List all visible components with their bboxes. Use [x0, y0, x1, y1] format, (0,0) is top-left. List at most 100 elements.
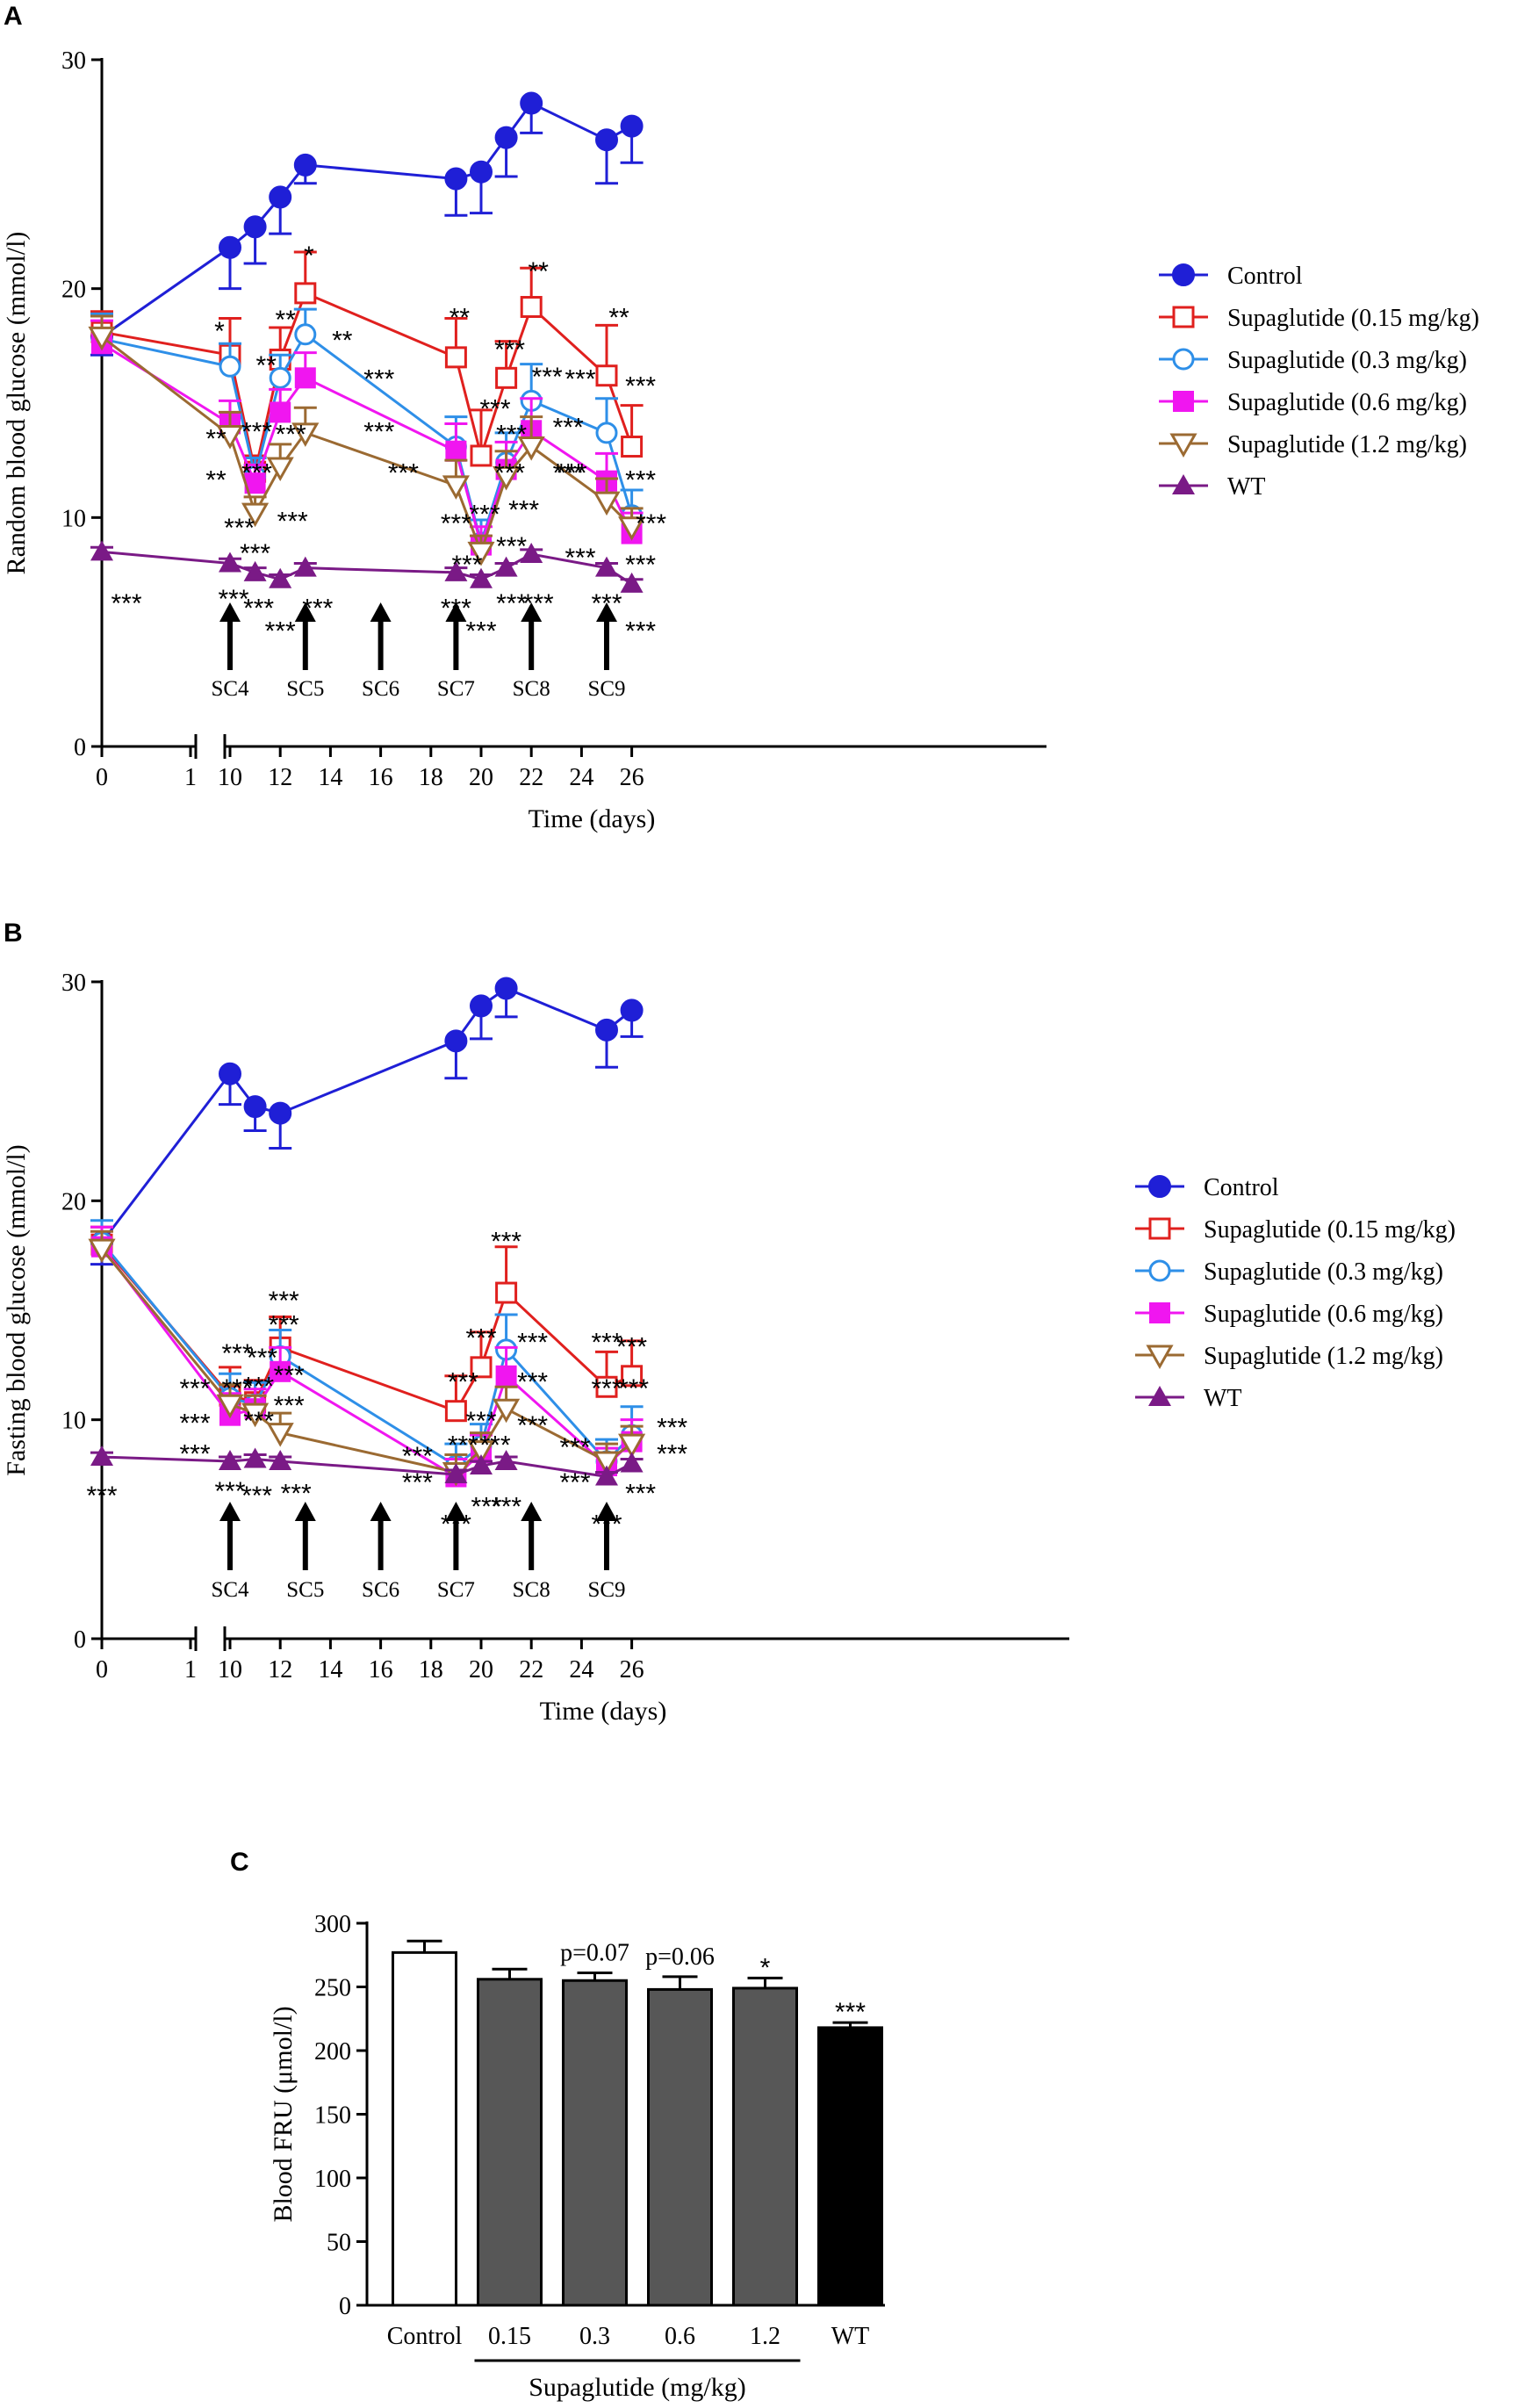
significance-marker: *** — [469, 501, 500, 530]
injection-label: SC5 — [286, 1578, 324, 1602]
x-axis-title: Time (days) — [529, 804, 656, 833]
legend-label: Supaglutide (0.15 mg/kg) — [1227, 305, 1479, 332]
significance-marker: ** — [332, 326, 353, 355]
significance-marker: *** — [559, 1468, 590, 1497]
series-line — [228, 431, 633, 556]
x-tick-label: 20 — [469, 764, 493, 791]
data-point — [620, 114, 644, 138]
data-point — [216, 424, 244, 450]
injection-arrow-head — [370, 1502, 392, 1521]
data-point — [595, 422, 618, 444]
data-point — [621, 1365, 644, 1388]
data-point — [495, 366, 518, 389]
data-point — [520, 543, 543, 564]
injection-label: SC7 — [437, 1578, 475, 1602]
data-point — [470, 160, 493, 184]
legend-marker — [1169, 433, 1197, 458]
data-point — [593, 491, 621, 516]
series-line — [101, 337, 231, 368]
significance-marker: *** — [402, 1442, 433, 1471]
data-point — [621, 436, 644, 458]
significance-marker: *** — [179, 1374, 210, 1403]
data-point — [294, 367, 316, 389]
data-point — [470, 444, 493, 467]
data-point — [241, 1402, 270, 1428]
x-tick-label: 22 — [519, 1656, 543, 1683]
y-tick-label: 20 — [61, 1188, 86, 1215]
x-tick-label: Control — [387, 2323, 463, 2350]
data-point — [269, 185, 292, 209]
panel-b-chart: 0 10 20 30 0 1 10 12 14 16 18 20 22 24 26 Time (days) Fa… — [2, 970, 1456, 1726]
data-point — [270, 1360, 291, 1382]
significance-marker: *** — [265, 616, 296, 645]
significance-marker: *** — [625, 551, 656, 580]
x-tick-label: 1 — [184, 764, 197, 791]
data-point — [444, 346, 467, 369]
x-tick-label: 0.15 — [488, 2323, 531, 2350]
injection-label: SC6 — [362, 677, 399, 701]
x-tick-label: 22 — [519, 764, 543, 791]
significance-marker: *** — [625, 372, 656, 401]
legend-label: Supaglutide (0.3 mg/kg) — [1227, 347, 1467, 374]
significance-marker: *** — [508, 495, 539, 524]
legend-marker — [1149, 1302, 1170, 1323]
y-tick-label: 250 — [314, 1975, 351, 2002]
significance-marker: *** — [618, 1374, 649, 1403]
x-tick-label: 12 — [268, 1656, 292, 1683]
data-point — [444, 560, 468, 581]
data-point — [243, 215, 267, 239]
legend-label: Control — [1204, 1174, 1279, 1201]
injection-label: SC5 — [286, 677, 324, 701]
data-point — [444, 1400, 467, 1423]
data-point — [219, 552, 241, 573]
data-point — [620, 1452, 644, 1473]
significance-marker: *** — [388, 459, 419, 488]
series-line — [100, 1248, 232, 1406]
data-point — [243, 1095, 267, 1119]
significance-marker: *** — [494, 335, 525, 364]
y-axis-title: Random blood glucose (mmol/l) — [2, 232, 31, 575]
significance-marker: *** — [86, 1482, 117, 1510]
injection-arrow-head — [596, 602, 617, 622]
injection-arrow-head — [294, 1502, 316, 1521]
data-point — [90, 1446, 113, 1467]
y-tick-label: 30 — [61, 970, 86, 997]
y-axis-title: Fasting blood glucose (mmol/l) — [2, 1144, 31, 1475]
y-tick-label: 0 — [339, 2293, 351, 2320]
significance-marker: *** — [491, 1228, 521, 1257]
significance-marker: *** — [243, 594, 274, 623]
x-axis-title: Supaglutide (mg/kg) — [529, 2373, 745, 2402]
x-tick-label: 1 — [184, 1656, 197, 1683]
significance-marker: *** — [636, 509, 666, 538]
data-point — [219, 1450, 241, 1471]
data-point — [495, 1281, 518, 1304]
significance-marker: *** — [441, 509, 471, 538]
data-point — [618, 516, 646, 541]
x-tick-label: 24 — [569, 764, 593, 791]
data-point — [517, 436, 545, 461]
data-point — [494, 556, 518, 577]
x-tick-label: 0 — [96, 764, 108, 791]
injection-arrow-head — [219, 1502, 241, 1521]
significance-marker: ** — [608, 303, 629, 332]
panel-c-chart: 0 50 100 150 200 250 300 Control 0.15 0.3 p=0.07 0.… — [269, 1911, 885, 2402]
significance-marker: *** — [657, 1440, 687, 1469]
significance-marker: *** — [218, 585, 248, 614]
injection-label: SC7 — [437, 677, 475, 701]
significance-marker: ** — [529, 257, 550, 286]
injection-arrow-head — [445, 1502, 467, 1521]
significance-marker: *** — [221, 1374, 252, 1403]
significance-marker: *** — [281, 1479, 312, 1508]
x-tick-label: 0 — [96, 1656, 108, 1683]
significance-marker: *** — [565, 365, 595, 394]
legend-label: Supaglutide (0.3 mg/kg) — [1204, 1258, 1443, 1286]
injection-label: SC8 — [513, 1578, 550, 1602]
significance-marker: *** — [517, 1328, 548, 1357]
significance-marker: *** — [591, 589, 622, 618]
series-line — [101, 342, 231, 425]
data-point — [293, 556, 317, 577]
significance-marker: *** — [471, 1492, 501, 1521]
significance-marker: *** — [494, 459, 525, 488]
data-point — [495, 1365, 517, 1387]
significance-marker: *** — [479, 395, 510, 424]
